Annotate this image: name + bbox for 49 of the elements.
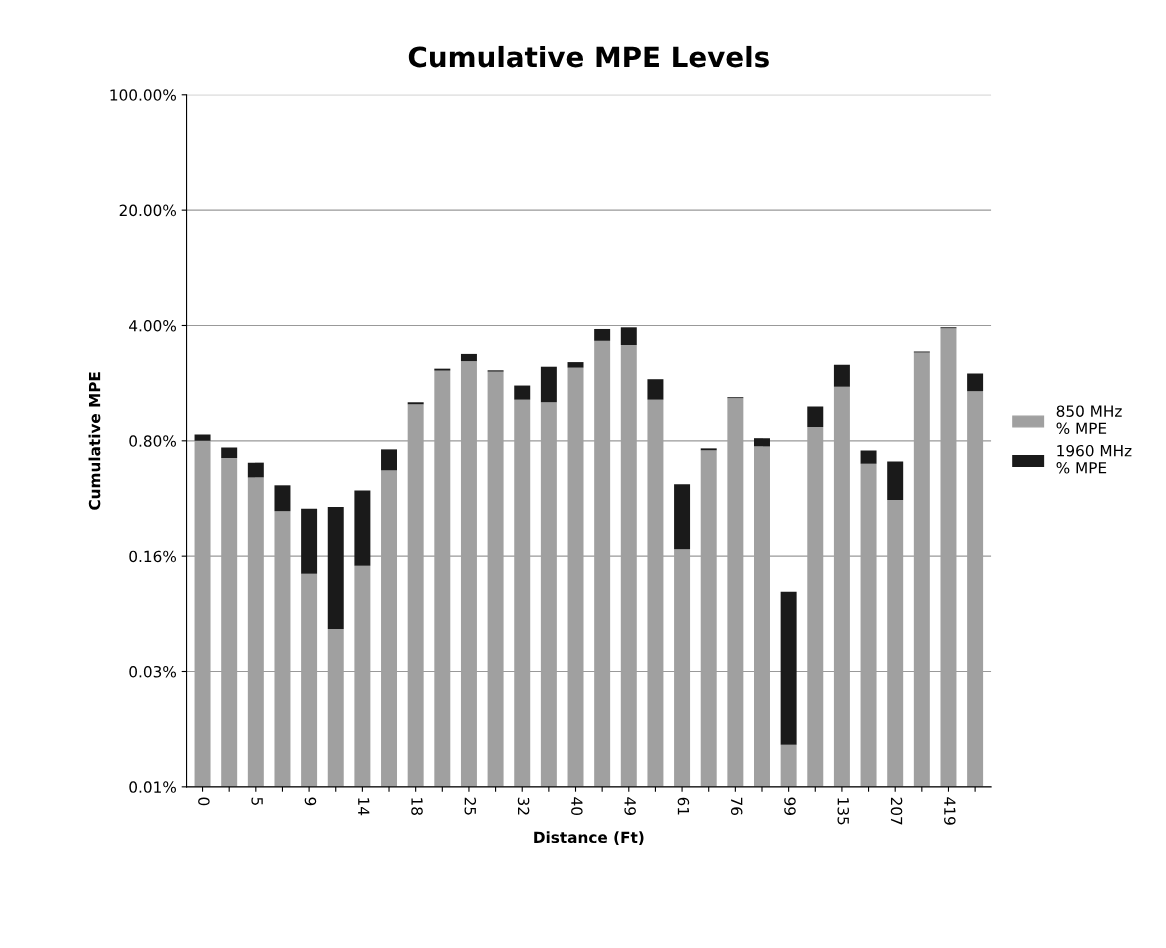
x-tick-label: 49 — [624, 797, 636, 815]
y-tick-label: 4.00% — [129, 319, 176, 332]
bar — [221, 447, 238, 458]
x-tick-label: 207 — [890, 797, 903, 825]
x-tick-label: 61 — [677, 797, 690, 815]
bar — [194, 434, 211, 441]
y-tick-label: 0.16% — [129, 550, 176, 563]
bar — [274, 485, 291, 512]
bar — [301, 508, 318, 574]
legend-label: 850 MHz % MPE — [1056, 405, 1122, 435]
bar — [567, 362, 584, 368]
bar — [833, 364, 850, 387]
bar — [460, 353, 477, 362]
x-tick-label: 32 — [517, 797, 530, 815]
bar — [967, 373, 984, 392]
legend-label: 1960 MHz % MPE — [1056, 444, 1132, 474]
bar — [887, 461, 904, 501]
x-tick-label: 0 — [198, 797, 210, 806]
bar — [647, 379, 664, 400]
bar — [620, 327, 637, 346]
x-tick-label: 99 — [784, 797, 796, 815]
x-tick-label: 135 — [837, 798, 850, 825]
chart-title: Cumulative MPE Levels — [408, 45, 769, 68]
bar — [540, 366, 557, 403]
x-tick-label: 5 — [251, 797, 263, 805]
bar — [860, 450, 877, 464]
x-tick-label: 9 — [304, 797, 317, 806]
x-axis-title: Distance (Ft) — [534, 831, 644, 845]
y-tick-label: 20.00% — [119, 204, 176, 217]
bar — [674, 484, 691, 550]
x-tick-label: 18 — [411, 798, 423, 815]
x-tick-label: 76 — [730, 797, 743, 816]
bar — [247, 462, 264, 478]
bar — [407, 402, 424, 405]
x-tick-label: 25 — [464, 797, 477, 815]
y-tick-label: 0.03% — [129, 665, 176, 678]
y-tick-label: 100.00% — [110, 89, 176, 101]
x-tick-label: 40 — [571, 797, 583, 815]
bar — [381, 449, 398, 471]
y-tick-label: 0.80% — [129, 435, 176, 447]
x-tick-label: 419 — [944, 797, 956, 825]
x-tick-label: 14 — [358, 798, 370, 816]
bar — [594, 328, 611, 341]
bar — [754, 438, 770, 447]
bar — [700, 448, 717, 451]
y-tick-label: 0.01% — [129, 781, 176, 793]
bar — [807, 406, 824, 428]
bar — [514, 385, 531, 400]
y-axis-title: Cumulative MPE — [88, 372, 101, 510]
